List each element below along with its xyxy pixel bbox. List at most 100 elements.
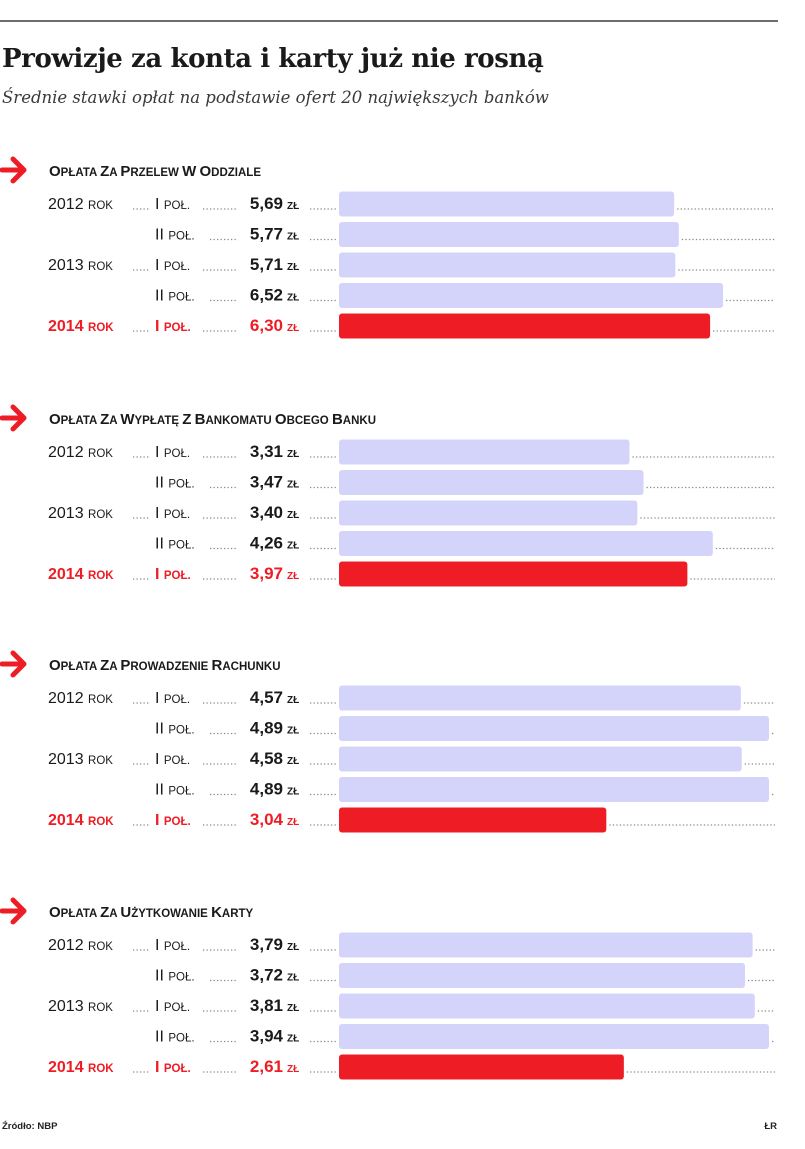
year-label: 2014 ROK xyxy=(48,566,114,583)
top-rule xyxy=(0,20,778,22)
half-year-label: II POŁ. xyxy=(155,536,195,553)
bar-highlight xyxy=(339,807,607,833)
unit-label: ZŁ xyxy=(287,973,299,984)
unit-label: ZŁ xyxy=(287,480,299,491)
value-label: 3,79 xyxy=(250,935,283,954)
value-label: 4,89 xyxy=(250,719,283,738)
unit-label: ZŁ xyxy=(287,726,299,737)
panel-title: OPŁATA ZA PRZELEW W ODDZIALE xyxy=(49,163,261,180)
year-label: 2013 ROK xyxy=(48,505,113,522)
half-year-label: I POŁ. xyxy=(155,444,190,461)
year-label: 2013 ROK xyxy=(48,257,113,274)
author-credit: ŁR xyxy=(764,1121,777,1132)
value-label: 4,58 xyxy=(250,749,283,768)
unit-label: ZŁ xyxy=(287,293,299,304)
year-label: 2012 ROK xyxy=(48,196,113,213)
bar xyxy=(339,470,644,495)
bar xyxy=(339,716,769,741)
year-label: 2012 ROK xyxy=(48,690,113,707)
unit-label: ZŁ xyxy=(287,1003,299,1014)
bar xyxy=(339,932,753,958)
unit-label: ZŁ xyxy=(287,449,299,460)
value-label: 4,26 xyxy=(250,534,283,553)
red-arrow-icon xyxy=(10,156,27,184)
bar xyxy=(339,746,742,772)
half-year-label: II POŁ. xyxy=(155,968,195,985)
panel-title: OPŁATA ZA WYPŁATĘ Z BANKOMATU OBCEGO BAN… xyxy=(49,411,376,428)
red-arrow-icon xyxy=(10,404,27,432)
half-year-label: I POŁ. xyxy=(155,1059,191,1076)
half-year-label: I POŁ. xyxy=(155,505,190,522)
unit-label: ZŁ xyxy=(287,1034,299,1045)
bar xyxy=(339,531,713,556)
unit-label: ZŁ xyxy=(287,323,299,334)
unit-label: ZŁ xyxy=(287,817,299,828)
bar-highlight xyxy=(339,561,688,587)
unit-label: ZŁ xyxy=(287,695,299,706)
unit-label: ZŁ xyxy=(287,571,299,582)
value-label: 3,47 xyxy=(250,473,283,492)
value-label: 3,72 xyxy=(250,966,283,985)
year-label: 2014 ROK xyxy=(48,318,114,335)
panel-title: OPŁATA ZA PROWADZENIE RACHUNKU xyxy=(49,657,281,674)
source-note: Źródło: NBP xyxy=(2,1121,58,1132)
half-year-label: II POŁ. xyxy=(155,227,195,244)
chart-subtitle: Średnie stawki opłat na podstawie ofert … xyxy=(2,88,549,107)
value-label: 6,52 xyxy=(250,286,283,305)
half-year-label: II POŁ. xyxy=(155,721,195,738)
half-year-label: I POŁ. xyxy=(155,937,190,954)
value-label: 4,57 xyxy=(250,688,283,707)
bar xyxy=(339,777,769,802)
bar xyxy=(339,191,675,217)
value-label: 3,81 xyxy=(250,996,283,1015)
half-year-label: I POŁ. xyxy=(155,751,190,768)
unit-label: ZŁ xyxy=(287,232,299,243)
half-year-label: I POŁ. xyxy=(155,318,191,335)
red-arrow-icon xyxy=(10,650,27,678)
panel-title: OPŁATA ZA UŻYTKOWANIE KARTY xyxy=(49,904,254,921)
unit-label: ZŁ xyxy=(287,756,299,767)
bar xyxy=(339,283,724,308)
half-year-label: I POŁ. xyxy=(155,998,190,1015)
year-label: 2014 ROK xyxy=(48,1059,114,1076)
bar xyxy=(339,1024,769,1049)
half-year-label: I POŁ. xyxy=(155,196,190,213)
bar xyxy=(339,685,741,711)
unit-label: ZŁ xyxy=(287,942,299,953)
unit-label: ZŁ xyxy=(287,262,299,273)
half-year-label: I POŁ. xyxy=(155,812,191,829)
unit-label: ZŁ xyxy=(287,510,299,521)
year-label: 2013 ROK xyxy=(48,998,113,1015)
value-label: 5,71 xyxy=(250,255,283,274)
bar-highlight xyxy=(339,313,711,339)
unit-label: ZŁ xyxy=(287,787,299,798)
bar xyxy=(339,993,755,1019)
value-label: 6,30 xyxy=(250,316,283,335)
value-label: 5,77 xyxy=(250,225,283,244)
year-label: 2013 ROK xyxy=(48,751,113,768)
half-year-label: II POŁ. xyxy=(155,288,195,305)
value-label: 4,89 xyxy=(250,780,283,799)
year-label: 2012 ROK xyxy=(48,937,113,954)
half-year-label: II POŁ. xyxy=(155,475,195,492)
bar xyxy=(339,963,745,988)
half-year-label: I POŁ. xyxy=(155,566,191,583)
chart-title: Prowizje za konta i karty już nie rosną xyxy=(2,44,544,74)
unit-label: ZŁ xyxy=(287,1064,299,1075)
bar xyxy=(339,222,679,247)
value-label: 3,97 xyxy=(250,564,283,583)
value-label: 3,04 xyxy=(250,810,284,829)
value-label: 3,40 xyxy=(250,503,283,522)
bar xyxy=(339,252,676,278)
half-year-label: II POŁ. xyxy=(155,782,195,799)
half-year-label: II POŁ. xyxy=(155,1029,195,1046)
bar xyxy=(339,439,630,465)
value-label: 5,69 xyxy=(250,194,283,213)
year-label: 2012 ROK xyxy=(48,444,113,461)
unit-label: ZŁ xyxy=(287,201,299,212)
half-year-label: I POŁ. xyxy=(155,690,190,707)
red-arrow-icon xyxy=(10,897,27,925)
unit-label: ZŁ xyxy=(287,541,299,552)
year-label: 2014 ROK xyxy=(48,812,114,829)
